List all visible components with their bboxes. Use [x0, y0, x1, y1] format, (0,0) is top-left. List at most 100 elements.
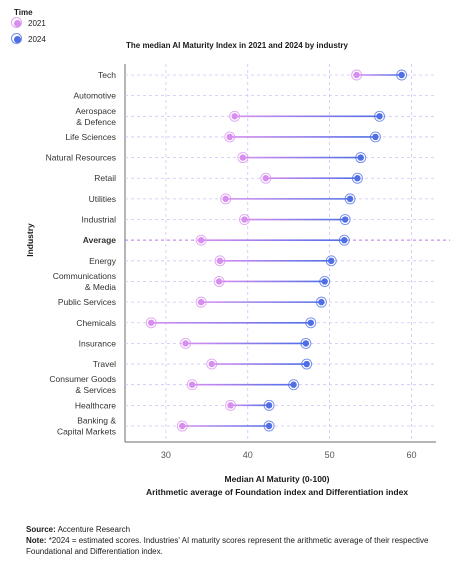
- point-2021-aerospace-defence: [231, 113, 238, 120]
- legend-marker-2021-icon: [11, 17, 22, 28]
- category-label-public-services: Public Services: [58, 297, 116, 307]
- point-ring-2021-banking-capital-markets: [176, 420, 188, 432]
- point-2024-life-sciences: [372, 133, 379, 141]
- point-ring-2021-healthcare: [225, 399, 237, 411]
- point-ring-2021-retail: [260, 172, 272, 184]
- source-text: Accenture Research: [57, 525, 131, 534]
- point-2024-industrial: [341, 216, 349, 223]
- x-tick-label-50: 50: [325, 450, 335, 460]
- category-label-retail: Retail: [94, 173, 116, 183]
- point-2021-chemicals: [147, 319, 155, 326]
- point-2024-average: [341, 236, 348, 244]
- note-label: Note:: [26, 536, 47, 545]
- category-label-industrial: Industrial: [82, 215, 117, 225]
- legend-label-2021: 2021: [28, 19, 46, 28]
- point-2021-average: [197, 236, 205, 244]
- legend-item-2024: 2024: [11, 33, 46, 44]
- point-2024-retail: [354, 175, 361, 182]
- point-ring-2024-industrial: [339, 214, 351, 225]
- point-2021-banking-capital-markets: [179, 422, 186, 430]
- x-axis-subtitle: Arithmetic average of Foundation index a…: [146, 487, 408, 497]
- legend-label-2024: 2024: [28, 35, 46, 44]
- point-2024-natural-resources: [357, 154, 364, 161]
- point-ring-2021-natural-resources: [237, 152, 249, 164]
- legend-item-2021: 2021: [11, 17, 46, 28]
- category-label-aerospace-defence-line1: Aerospace: [75, 106, 116, 116]
- point-2024-insurance: [302, 340, 310, 347]
- point-2024-aerospace-defence: [376, 113, 383, 120]
- point-ring-2021-utilities: [220, 193, 232, 205]
- legend-title: Time: [14, 8, 33, 17]
- point-ring-2024-travel: [301, 358, 313, 370]
- category-label-life-sciences: Life Sciences: [65, 132, 116, 142]
- category-label-communications-media-line1: Communications: [53, 271, 116, 281]
- point-2021-energy: [216, 257, 224, 265]
- legend-marker-2024-icon: [11, 33, 22, 44]
- footer-source: Source: Accenture Research: [26, 524, 456, 535]
- category-label-travel: Travel: [93, 359, 116, 369]
- category-label-consumer-goods-services-line2: & Services: [75, 385, 116, 395]
- y-axis-title: Industry: [25, 223, 35, 257]
- point-2024-consumer-goods-services: [290, 381, 297, 388]
- point-2021-retail: [262, 175, 269, 182]
- point-2024-utilities: [346, 195, 354, 203]
- footer-note: Note: *2024 = estimated scores. Industri…: [26, 535, 456, 557]
- category-label-chemicals: Chemicals: [76, 318, 116, 328]
- category-label-natural-resources: Natural Resources: [46, 153, 116, 163]
- point-ring-2024-tech: [396, 69, 408, 81]
- point-2021-natural-resources: [239, 154, 247, 161]
- chart-title: The median AI Maturity Index in 2021 and…: [126, 41, 348, 50]
- point-2021-communications-media: [215, 278, 223, 285]
- category-label-banking-capital-markets-line1: Banking &: [77, 416, 116, 426]
- point-ring-2021-tech: [351, 69, 363, 81]
- point-ring-2024-healthcare: [263, 399, 275, 411]
- point-ring-2024-consumer-goods-services: [288, 379, 300, 391]
- point-ring-2021-average: [195, 234, 207, 246]
- point-ring-2021-insurance: [180, 337, 192, 349]
- category-label-utilities: Utilities: [89, 194, 116, 204]
- category-label-automotive: Automotive: [73, 91, 116, 101]
- point-ring-2024-aerospace-defence: [374, 110, 385, 122]
- point-2021-insurance: [182, 340, 189, 347]
- point-2024-chemicals: [307, 319, 314, 326]
- point-ring-2024-communications-media: [319, 276, 331, 287]
- category-label-consumer-goods-services-line1: Consumer Goods: [49, 374, 116, 384]
- point-ring-2024-chemicals: [305, 317, 317, 329]
- x-tick-label-40: 40: [243, 450, 253, 460]
- point-2021-industrial: [241, 216, 248, 223]
- point-ring-2024-insurance: [300, 337, 312, 349]
- point-ring-2021-public-services: [195, 296, 207, 308]
- point-ring-2021-consumer-goods-services: [186, 379, 198, 391]
- x-axis-title: Median AI Maturity (0-100): [224, 474, 329, 484]
- category-label-average: Average: [83, 235, 117, 245]
- point-ring-2021-energy: [214, 255, 226, 267]
- point-ring-2024-natural-resources: [355, 152, 367, 164]
- point-ring-2024-public-services: [315, 296, 327, 308]
- x-tick-label-60: 60: [406, 450, 416, 460]
- point-ring-2024-average: [338, 234, 350, 246]
- point-ring-2024-energy: [325, 255, 337, 267]
- point-2024-travel: [303, 360, 310, 368]
- point-2021-tech: [353, 71, 360, 79]
- point-ring-2021-industrial: [239, 214, 250, 225]
- category-label-energy: Energy: [89, 256, 117, 266]
- source-label: Source:: [26, 525, 56, 534]
- point-ring-2024-utilities: [344, 193, 356, 205]
- category-label-tech: Tech: [98, 70, 116, 80]
- point-ring-2024-banking-capital-markets: [263, 420, 275, 432]
- point-2024-public-services: [318, 298, 325, 306]
- point-2024-energy: [328, 257, 335, 265]
- point-ring-2021-aerospace-defence: [229, 110, 241, 122]
- category-label-banking-capital-markets-line2: Capital Markets: [57, 427, 116, 437]
- point-ring-2021-chemicals: [145, 317, 157, 329]
- point-2021-healthcare: [227, 402, 234, 409]
- point-2024-tech: [398, 71, 405, 79]
- category-label-communications-media-line2: & Media: [85, 282, 116, 292]
- point-ring-2021-communications-media: [213, 276, 225, 287]
- point-ring-2024-life-sciences: [369, 131, 381, 143]
- note-text: *2024 = estimated scores. Industries' AI…: [26, 536, 429, 556]
- point-ring-2024-retail: [351, 172, 363, 184]
- category-label-insurance: Insurance: [79, 338, 117, 348]
- x-tick-label-30: 30: [161, 450, 171, 460]
